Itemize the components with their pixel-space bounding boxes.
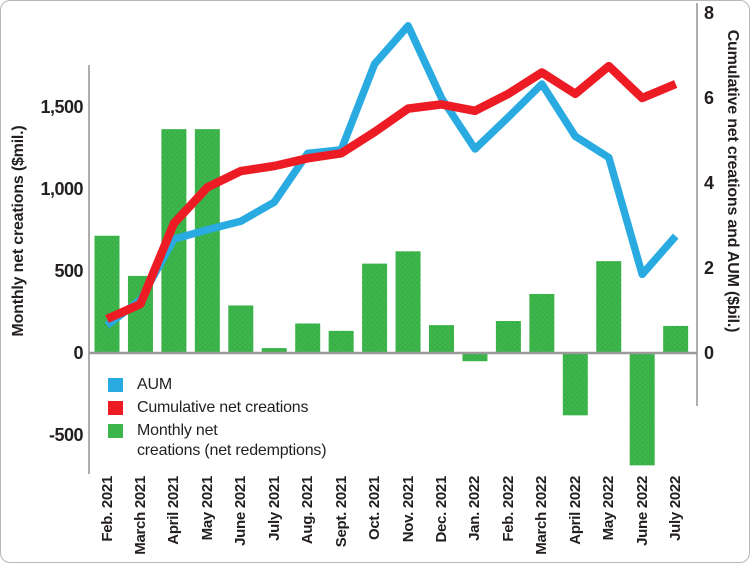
right-tick-label: 0 [704,343,714,363]
x-axis-label: Feb. 2021 [98,476,116,542]
left-tick-label: -500 [48,425,84,445]
aum-swatch [108,378,123,392]
x-axis-label: June 2022 [633,476,651,546]
cumulative-line [105,61,678,323]
bar-texture [362,263,388,353]
bar-texture [94,235,120,353]
legend-label-line: AUM [137,376,172,393]
legend-label-line: Cumulative net creations [137,399,309,416]
legend-item: AUM [108,375,388,395]
right-tick-label: 8 [704,3,714,23]
bar-texture [295,323,321,353]
legend-label: Cumulative net creations [137,398,308,418]
left-tick-label: 0 [73,343,83,363]
bar-texture [663,325,689,353]
legend-label: AUM [137,375,172,395]
aum-line [104,22,679,329]
bar-texture [629,353,655,466]
x-axis-label: March 2021 [131,476,149,555]
bar-texture [596,261,622,353]
x-axis-label: April 2022 [566,476,584,545]
bar-texture [395,251,421,353]
legend-label: Monthly net creations (net redemptions) [137,421,327,461]
x-axis-label: Aug. 2021 [299,476,317,545]
bar-texture [194,129,220,353]
left-tick-label: 500 [54,261,83,281]
bar-texture [462,353,488,362]
bar-texture [228,305,254,353]
legend-label-line: Monthly net [137,422,218,439]
x-axis-label: Feb. 2022 [499,476,517,542]
x-axis-label: May 2021 [198,476,216,541]
bar-texture [562,353,588,416]
x-axis-label: Oct. 2021 [366,476,384,541]
x-axis-label: Sept. 2021 [332,476,350,548]
bar-texture [328,330,354,353]
right-tick-label: 6 [704,88,714,108]
x-axis-label: July 2022 [667,476,685,541]
cumulative-swatch [108,401,123,415]
x-axis-label: May 2022 [600,476,618,541]
x-axis-label: Dec. 2021 [433,476,450,543]
bar-texture [495,321,521,353]
x-axis-label: March 2022 [533,476,551,555]
monthly-swatch [108,424,123,438]
x-axis-label: April 2021 [165,476,183,545]
x-axis-label: Nov. 2021 [399,476,417,543]
x-axis-label: June 2021 [232,476,250,546]
x-axis-label: Jan. 2022 [466,476,484,541]
left-tick-label: 1,500 [40,97,83,117]
legend: AUM Cumulative net creations Monthly net cr… [108,375,388,464]
bar-texture [429,325,454,353]
bar-texture [529,293,555,353]
right-tick-label: 2 [704,258,714,278]
x-axis-label: July 2021 [265,476,283,541]
legend-label-line: creations (net redemptions) [137,442,327,459]
right-tick-label: 4 [704,173,714,193]
left-tick-label: 1,000 [40,179,83,199]
legend-item: Cumulative net creations [108,398,388,418]
legend-item: Monthly net creations (net redemptions) [108,421,388,461]
bar-texture [261,348,287,353]
